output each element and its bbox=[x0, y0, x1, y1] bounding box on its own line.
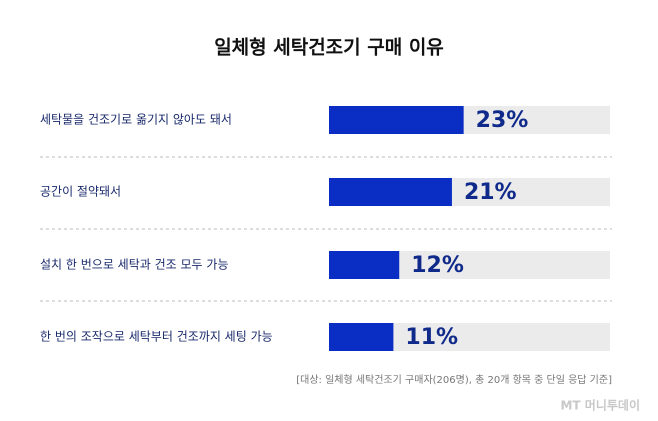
watermark: MT 머니투데이 bbox=[560, 398, 640, 413]
bar bbox=[329, 251, 400, 279]
chart-title: 일체형 세탁건조기 구매 이유 bbox=[214, 37, 444, 59]
bar bbox=[329, 323, 394, 351]
value-label: 11% bbox=[405, 325, 458, 350]
value-label: 23% bbox=[476, 108, 529, 133]
footnote: [대상: 일체형 세탁건조기 구매자(206명), 총 20개 항목 중 단일 … bbox=[296, 374, 612, 386]
category-label: 한 번의 조작으로 세탁부터 건조까지 세팅 가능 bbox=[40, 330, 273, 344]
category-label: 세탁물을 건조기로 옮기지 않아도 돼서 bbox=[40, 113, 232, 127]
category-label: 설치 한 번으로 세탁과 건조 모두 가능 bbox=[40, 258, 229, 272]
value-label: 12% bbox=[411, 253, 464, 278]
value-label: 21% bbox=[464, 180, 517, 205]
bar bbox=[329, 106, 464, 134]
category-label: 공간이 절약돼서 bbox=[40, 184, 121, 199]
bar bbox=[329, 178, 452, 206]
